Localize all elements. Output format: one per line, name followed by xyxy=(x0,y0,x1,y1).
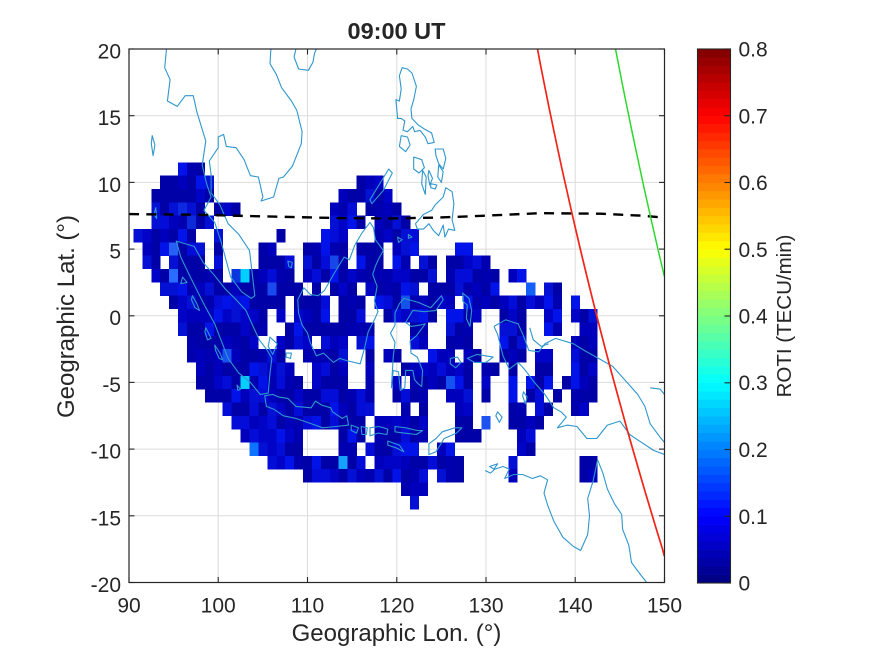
svg-text:0.2: 0.2 xyxy=(739,439,768,462)
svg-text:ROTI (TECU/min): ROTI (TECU/min) xyxy=(773,235,796,398)
svg-text:150: 150 xyxy=(647,595,682,618)
svg-text:0: 0 xyxy=(739,573,751,596)
svg-text:0: 0 xyxy=(109,307,121,330)
svg-text:0.7: 0.7 xyxy=(739,105,768,128)
svg-text:120: 120 xyxy=(379,595,414,618)
svg-text:Geographic Lat. (°): Geographic Lat. (°) xyxy=(53,215,80,418)
svg-text:10: 10 xyxy=(98,174,121,197)
svg-text:110: 110 xyxy=(291,595,324,618)
svg-text:Geographic Lon. (°): Geographic Lon. (°) xyxy=(292,620,502,647)
svg-text:-10: -10 xyxy=(91,441,121,464)
svg-text:100: 100 xyxy=(201,595,236,618)
svg-text:0.8: 0.8 xyxy=(739,39,768,62)
svg-text:140: 140 xyxy=(558,595,593,618)
svg-text:0.6: 0.6 xyxy=(739,172,768,195)
svg-text:09:00 UT: 09:00 UT xyxy=(348,18,447,44)
svg-text:0.5: 0.5 xyxy=(739,239,768,262)
svg-text:130: 130 xyxy=(468,595,503,618)
svg-text:-5: -5 xyxy=(102,374,121,397)
svg-text:0.1: 0.1 xyxy=(739,506,768,529)
svg-text:0.4: 0.4 xyxy=(739,306,769,329)
svg-text:-15: -15 xyxy=(91,507,121,530)
svg-text:5: 5 xyxy=(109,241,121,264)
svg-text:0.3: 0.3 xyxy=(739,372,768,395)
svg-text:20: 20 xyxy=(98,41,121,64)
svg-text:-20: -20 xyxy=(91,574,121,597)
svg-text:90: 90 xyxy=(117,595,140,618)
svg-text:15: 15 xyxy=(98,107,121,130)
